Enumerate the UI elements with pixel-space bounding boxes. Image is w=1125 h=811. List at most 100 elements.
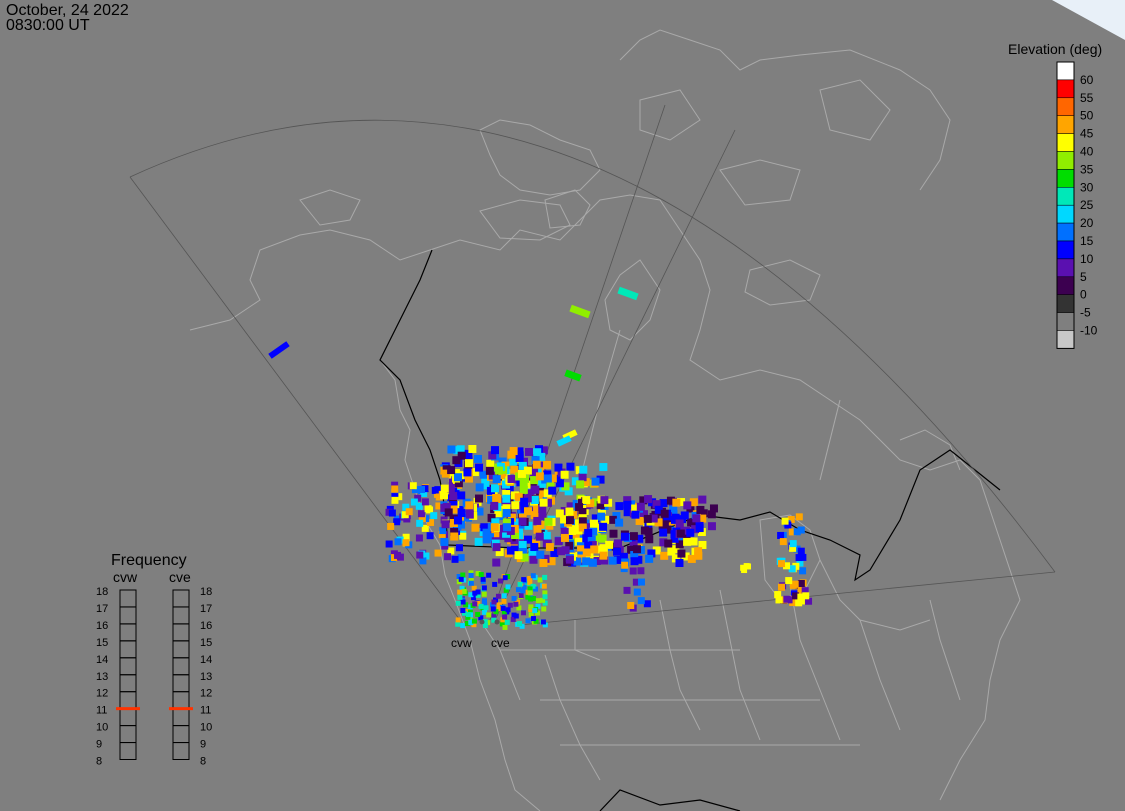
echo-cell	[431, 486, 439, 494]
echo-cell	[457, 509, 466, 518]
echo-cell	[501, 461, 510, 470]
echo-cell	[532, 460, 541, 469]
echo-cell	[578, 508, 587, 517]
echo-cell	[547, 557, 556, 566]
echo-cell	[687, 554, 696, 563]
echo-cell	[457, 451, 466, 460]
echo-cell	[535, 603, 541, 609]
echo-cell	[456, 574, 462, 580]
echo-cell	[795, 554, 803, 562]
echo-cell	[510, 524, 519, 533]
echo-cell	[537, 577, 543, 583]
echo-cell	[680, 511, 689, 520]
echo-cell	[465, 612, 471, 618]
echo-cell	[468, 580, 474, 586]
echo-cell	[627, 601, 635, 609]
echo-cell	[467, 604, 473, 610]
echo-cell	[457, 491, 466, 500]
elevation-legend-title: Elevation (deg)	[1008, 41, 1102, 57]
echo-cell	[502, 490, 511, 499]
echo-cell	[608, 515, 617, 524]
echo-cell	[659, 538, 668, 547]
echo-cell	[528, 604, 534, 610]
echo-cell	[675, 519, 684, 528]
echo-cell	[527, 590, 533, 596]
station-cvw-marker	[479, 619, 485, 625]
echo-cell	[502, 494, 511, 503]
echo-cell	[783, 562, 791, 570]
echo-cell	[675, 558, 684, 567]
echo-cell	[793, 545, 801, 553]
echo-cell	[500, 605, 506, 611]
frequency-level-label: 15	[96, 637, 108, 649]
echo-cell	[444, 508, 453, 517]
echo-cell	[453, 446, 462, 455]
legend-swatch	[1056, 97, 1075, 116]
echo-cell	[502, 508, 511, 517]
echo-cell	[416, 551, 424, 559]
legend-label: 15	[1080, 234, 1094, 248]
echo-cell	[557, 547, 566, 556]
legend-label: 60	[1080, 73, 1094, 87]
echo-cell	[643, 514, 652, 523]
echo-cell	[690, 519, 699, 528]
echo-cell	[565, 507, 574, 516]
echo-cell	[490, 606, 496, 612]
echo-cell	[442, 502, 451, 511]
echo-cell	[592, 533, 601, 542]
echo-cell	[647, 549, 656, 558]
echo-cell	[532, 608, 538, 614]
legend-swatch	[1056, 276, 1075, 295]
echo-cell	[620, 532, 629, 541]
echo-cell	[468, 570, 474, 576]
echo-cell	[471, 595, 477, 601]
echo-cell	[538, 504, 547, 513]
echo-cell	[565, 541, 574, 550]
echo-cell	[542, 594, 548, 600]
echo-cell	[480, 523, 489, 532]
echo-cell	[402, 539, 410, 547]
frequency-level-label: 10	[96, 722, 108, 734]
echo-cell	[629, 532, 638, 541]
echo-cell	[490, 501, 499, 510]
echo-cell	[681, 552, 690, 561]
elevation-legend: Elevation (deg) 605550454035302520151050…	[1008, 41, 1102, 349]
echo-cell	[553, 474, 562, 483]
echo-cell	[664, 539, 673, 548]
echo-cell	[533, 516, 542, 525]
echo-cell	[774, 591, 782, 599]
echo-cell	[574, 526, 583, 535]
legend-label: 30	[1080, 180, 1094, 194]
echo-cell	[555, 509, 564, 518]
echo-cell	[394, 538, 402, 546]
frequency-level-label: 10	[200, 722, 212, 734]
echo-cell	[666, 496, 675, 505]
echo-cell	[391, 485, 399, 493]
echo-cell	[535, 598, 541, 604]
echo-cell	[560, 527, 569, 536]
frequency-level-label: 17	[96, 603, 108, 615]
echo-cell	[793, 528, 801, 536]
echo-cell	[576, 480, 585, 489]
echo-cell	[644, 495, 653, 504]
echo-cell	[591, 477, 600, 486]
echo-cell	[799, 553, 807, 561]
echo-cell	[740, 564, 747, 571]
echo-cell	[667, 547, 676, 556]
echo-cell	[613, 547, 622, 556]
echo-cell	[528, 548, 537, 557]
echo-cell	[391, 493, 399, 501]
echo-cell	[538, 512, 547, 521]
echo-cell	[519, 457, 528, 466]
echo-cell	[548, 474, 557, 483]
echo-cell	[530, 543, 539, 552]
echo-cell	[450, 528, 459, 537]
echo-cell	[460, 623, 466, 629]
echo-cell	[535, 532, 544, 541]
echo-cell	[497, 578, 503, 584]
echo-cell	[491, 599, 497, 605]
echo-cell	[789, 544, 797, 552]
echo-cell	[538, 490, 547, 499]
echo-cell	[507, 602, 513, 608]
